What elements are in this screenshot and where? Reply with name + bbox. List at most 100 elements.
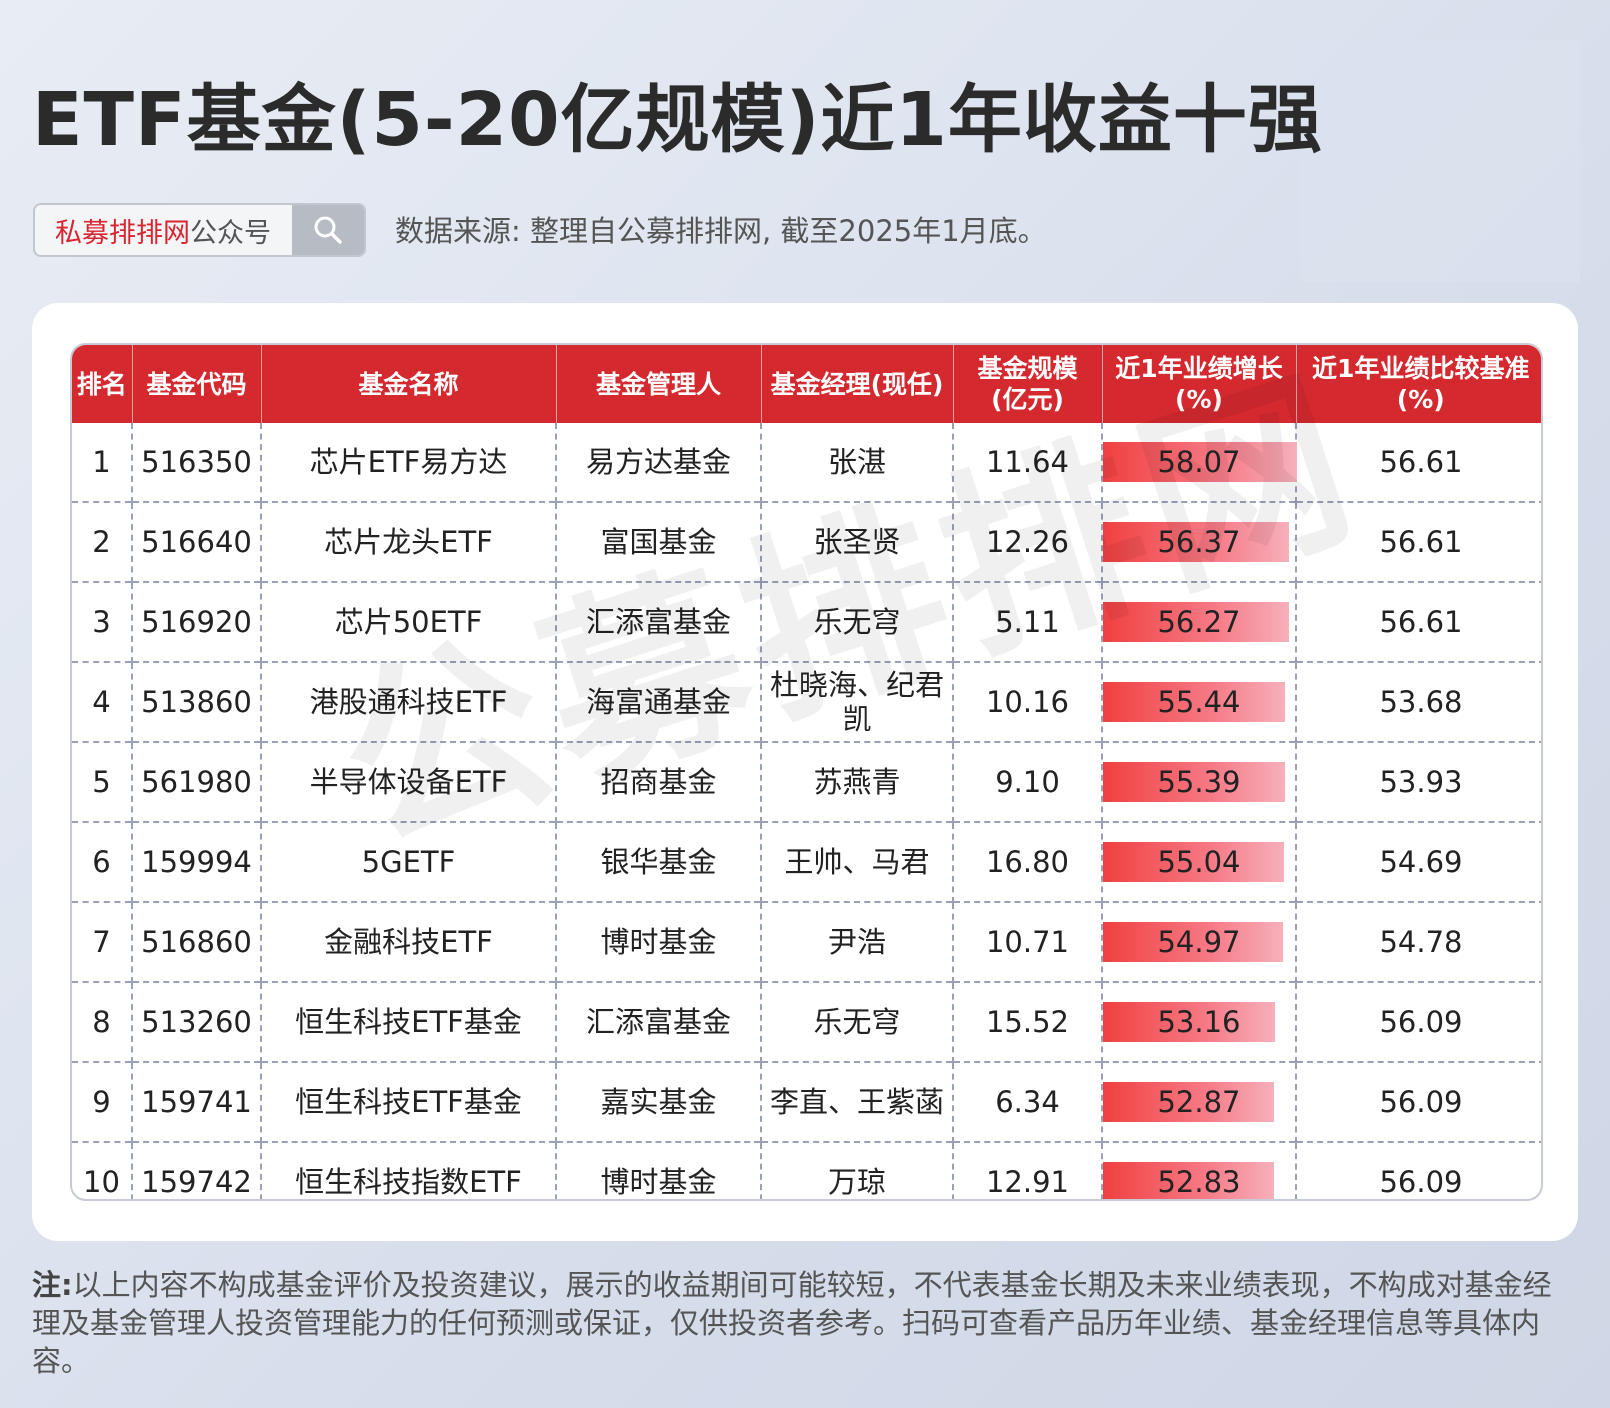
cell-bench: 56.61 bbox=[1379, 445, 1463, 479]
cell-perf: 56.37 bbox=[1102, 501, 1297, 582]
cell-code: 513860 bbox=[132, 661, 262, 742]
perf-value: 54.97 bbox=[1157, 925, 1241, 959]
cell-perf: 55.04 bbox=[1102, 821, 1297, 902]
cell-manager: 苏燕青 bbox=[761, 741, 954, 822]
cell-bench: 56.09 bbox=[1296, 981, 1541, 1062]
cell-code: 516640 bbox=[132, 501, 262, 582]
cell-rank: 1 bbox=[72, 423, 133, 502]
cell-name: 金融科技ETF bbox=[261, 901, 557, 982]
cell-manager: 乐无穹 bbox=[761, 981, 954, 1062]
cell-manager: 杜晓海、纪君凯 bbox=[761, 661, 954, 742]
cell-name: 芯片龙头ETF bbox=[261, 501, 557, 582]
perf-value: 56.27 bbox=[1157, 605, 1241, 639]
background-panel bbox=[1300, 40, 1580, 282]
header-company: 基金管理人 bbox=[556, 345, 762, 423]
table-row: 4 513860 港股通科技ETF 海富通基金 杜晓海、纪君凯 10.16 55.44 53.… bbox=[72, 661, 1541, 742]
cell-manager: 李直、王紫菡 bbox=[761, 1061, 954, 1142]
perf-value: 58.07 bbox=[1157, 445, 1241, 479]
cell-company: 博时基金 bbox=[556, 1141, 762, 1199]
cell-name: 芯片50ETF bbox=[261, 581, 557, 662]
perf-bar bbox=[1103, 1162, 1274, 1199]
cell-code: 513260 bbox=[132, 981, 262, 1062]
header-manager: 基金经理(现任) bbox=[761, 345, 954, 423]
cell-manager: 万琼 bbox=[761, 1141, 954, 1199]
table-row: 7 516860 金融科技ETF 博时基金 尹浩 10.71 54.97 54.78 bbox=[72, 901, 1541, 982]
cell-company: 易方达基金 bbox=[556, 423, 762, 502]
data-source: 数据来源: 整理自公募排排网, 截至2025年1月底。 bbox=[395, 214, 1047, 248]
cell-perf: 55.39 bbox=[1102, 741, 1297, 822]
perf-bar bbox=[1103, 1082, 1274, 1122]
perf-bar bbox=[1103, 1002, 1275, 1042]
cell-perf: 52.83 bbox=[1102, 1141, 1297, 1199]
cell-scale: 12.91 bbox=[953, 1141, 1103, 1199]
cell-code: 516920 bbox=[132, 581, 262, 662]
cell-bench: 56.61 bbox=[1296, 501, 1541, 582]
search-suffix: 公众号 bbox=[190, 217, 271, 249]
cell-manager: 张湛 bbox=[761, 423, 954, 502]
header-scale: 基金规模 (亿元) bbox=[953, 345, 1103, 423]
cell-rank: 3 bbox=[72, 581, 133, 662]
cell-perf: 58.07 bbox=[1102, 423, 1297, 502]
table-body: 1 516350 芯片ETF易方达 易方达基金 张湛 11.64 58.07 56.61 2 51… bbox=[72, 423, 1541, 1199]
search-button[interactable] bbox=[292, 205, 364, 255]
cell-scale: 5.11 bbox=[953, 581, 1103, 662]
cell-code: 159742 bbox=[132, 1141, 262, 1199]
fund-table-wrapper: 排名 基金代码 基金名称 基金管理人 基金经理(现任) 基金规模 (亿元) 近1… bbox=[70, 343, 1543, 1201]
cell-company: 汇添富基金 bbox=[556, 981, 762, 1062]
perf-value: 55.04 bbox=[1157, 845, 1241, 879]
cell-bench: 54.78 bbox=[1296, 901, 1541, 982]
cell-company: 富国基金 bbox=[556, 501, 762, 582]
cell-code: 159994 bbox=[132, 821, 262, 902]
header-perf: 近1年业绩增长 (%) bbox=[1102, 345, 1297, 423]
cell-rank: 4 bbox=[72, 661, 133, 742]
cell-perf: 56.27 bbox=[1102, 581, 1297, 662]
disclaimer-note: 注:以上内容不构成基金评价及投资建议，展示的收益期间可能较短，不代表基金长期及未… bbox=[32, 1266, 1580, 1380]
fund-table: 排名 基金代码 基金名称 基金管理人 基金经理(现任) 基金规模 (亿元) 近1… bbox=[72, 345, 1541, 1199]
cell-scale: 11.64 bbox=[953, 423, 1103, 502]
perf-value: 55.39 bbox=[1157, 765, 1241, 799]
cell-company: 汇添富基金 bbox=[556, 581, 762, 662]
header-code: 基金代码 bbox=[132, 345, 262, 423]
perf-bar bbox=[1103, 682, 1285, 722]
cell-name: 半导体设备ETF bbox=[261, 741, 557, 822]
cell-perf: 52.87 bbox=[1102, 1061, 1297, 1142]
cell-name: 芯片ETF易方达 bbox=[261, 423, 557, 502]
table-row: 5 561980 半导体设备ETF 招商基金 苏燕青 9.10 55.39 53.93 bbox=[72, 741, 1541, 822]
cell-bench: 53.68 bbox=[1296, 661, 1541, 742]
cell-name: 恒生科技ETF基金 bbox=[261, 981, 557, 1062]
cell-rank: 6 bbox=[72, 821, 133, 902]
header-name: 基金名称 bbox=[261, 345, 557, 423]
note-label: 注: bbox=[32, 1268, 73, 1302]
cell-manager: 尹浩 bbox=[761, 901, 954, 982]
cell-scale: 10.16 bbox=[953, 661, 1103, 742]
perf-bar bbox=[1103, 922, 1283, 962]
cell-rank: 9 bbox=[72, 1061, 133, 1142]
cell-perf: 53.16 bbox=[1102, 981, 1297, 1062]
cell-name: 港股通科技ETF bbox=[261, 661, 557, 742]
cell-scale: 9.10 bbox=[953, 741, 1103, 822]
table-row: 8 513260 恒生科技ETF基金 汇添富基金 乐无穹 15.52 53.16 56.09 bbox=[72, 981, 1541, 1062]
cell-code: 516860 bbox=[132, 901, 262, 982]
page-title: ETF基金(5-20亿规模)近1年收益十强 bbox=[32, 77, 1323, 163]
cell-name: 恒生科技ETF基金 bbox=[261, 1061, 557, 1142]
search-icon bbox=[314, 216, 342, 244]
header-bench: 近1年业绩比较基准 (%) bbox=[1296, 345, 1541, 423]
cell-rank: 8 bbox=[72, 981, 133, 1062]
cell-bench: 54.69 bbox=[1296, 821, 1541, 902]
perf-bar bbox=[1103, 762, 1285, 802]
cell-code: 159741 bbox=[132, 1061, 262, 1142]
search-box[interactable]: 私募排排网 公众号 bbox=[33, 203, 366, 257]
cell-bench: 56.09 bbox=[1296, 1061, 1541, 1142]
cell-rank: 5 bbox=[72, 741, 133, 822]
table-row: 2 516640 芯片龙头ETF 富国基金 张圣贤 12.26 56.37 56.61 bbox=[72, 501, 1541, 582]
cell-name: 5GETF bbox=[261, 821, 557, 902]
cell-rank: 2 bbox=[72, 501, 133, 582]
cell-name: 恒生科技指数ETF bbox=[261, 1141, 557, 1199]
cell-company: 招商基金 bbox=[556, 741, 762, 822]
perf-value: 53.16 bbox=[1157, 1005, 1241, 1039]
perf-value: 56.37 bbox=[1157, 525, 1241, 559]
perf-bar bbox=[1103, 522, 1289, 562]
cell-bench: 56.61 bbox=[1296, 581, 1541, 662]
table-row: 9 159741 恒生科技ETF基金 嘉实基金 李直、王紫菡 6.34 52.87 56.09 bbox=[72, 1061, 1541, 1142]
search-text[interactable]: 私募排排网 公众号 bbox=[35, 205, 292, 255]
